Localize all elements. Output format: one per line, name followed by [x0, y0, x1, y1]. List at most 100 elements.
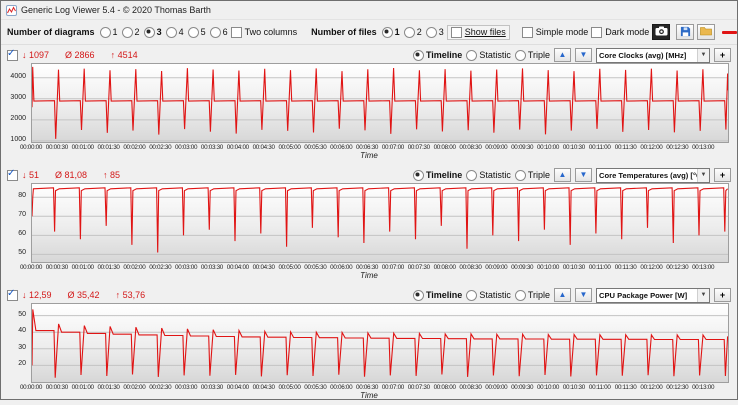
checkbox-box: [7, 168, 18, 181]
x-tick-label: 00:11:00: [588, 144, 611, 151]
series-visible-checkbox[interactable]: [7, 288, 18, 301]
save-floppy-icon: [680, 26, 691, 39]
plot-area[interactable]: [31, 63, 729, 143]
view-timeline-radio[interactable]: Timeline: [412, 169, 463, 181]
diagram-count-radio-1[interactable]: 1: [99, 26, 118, 38]
metric-down-button[interactable]: ▼: [575, 288, 592, 302]
statistic-label: Statistic: [479, 290, 511, 300]
chart-panel-core-clocks: ↓ 1097 Ø 2866 ↑ 4514 Timeline Statistic …: [1, 45, 737, 165]
simple-mode-checkbox[interactable]: Simple mode: [521, 26, 588, 38]
y-tick-label: 2000: [10, 114, 26, 122]
save-button[interactable]: [676, 24, 695, 40]
x-tick-label: 00:10:30: [562, 384, 585, 391]
titlebar: Generic Log Viewer 5.4 - © 2020 Thomas B…: [1, 1, 737, 20]
metric-dropdown[interactable]: Core Clocks (avg) [MHz] ▼: [596, 47, 710, 63]
plot-area[interactable]: [31, 303, 729, 383]
camera-icon: [655, 26, 668, 38]
diagram-count-radio-6[interactable]: 6: [209, 26, 228, 38]
chart-canvas: [32, 187, 728, 255]
x-tick-label: 00:06:00: [330, 144, 353, 151]
view-statistic-radio[interactable]: Statistic: [466, 289, 511, 301]
plot-area[interactable]: [31, 183, 729, 263]
x-tick-label: 00:13:00: [692, 384, 715, 391]
view-timeline-radio[interactable]: Timeline: [412, 49, 463, 61]
radio-dot: [514, 289, 526, 301]
x-axis-title: Time: [360, 151, 378, 160]
radio-dot: [99, 26, 111, 38]
diagram-count-radio-2[interactable]: 2: [121, 26, 140, 38]
x-tick-label: 00:07:30: [407, 384, 430, 391]
metric-dropdown[interactable]: Core Temperatures (avg) [°C] ▼: [596, 167, 710, 183]
timeline-label: Timeline: [425, 50, 463, 60]
show-files-checkbox[interactable]: Show files: [446, 24, 510, 40]
dark-mode-checkbox[interactable]: Dark mode: [591, 26, 650, 38]
file-count-radio-1[interactable]: 1: [381, 26, 400, 38]
x-tick-label: 00:10:30: [562, 144, 585, 151]
add-metric-button[interactable]: +: [714, 288, 731, 302]
diagram-count-radio-group: 1 2 3 4 5 6: [99, 26, 228, 38]
x-tick-label: 00:06:30: [356, 144, 379, 151]
radio-dot: [412, 169, 424, 181]
x-tick-label: 00:00:00: [19, 264, 43, 271]
metric-up-button[interactable]: ▲: [554, 48, 571, 62]
series-visible-checkbox[interactable]: [7, 48, 18, 61]
view-statistic-radio[interactable]: Statistic: [466, 169, 511, 181]
diagram-count-radio-4[interactable]: 4: [165, 26, 184, 38]
x-tick-label: 00:10:00: [536, 384, 560, 391]
x-tick-label: 00:03:00: [175, 144, 198, 151]
radio-dot: [466, 169, 478, 181]
x-tick-label: 00:07:30: [407, 144, 430, 151]
x-tick-label: 00:05:00: [278, 144, 301, 151]
file-count-radio-3[interactable]: 3: [425, 26, 444, 38]
diagram-count-radio-3[interactable]: 3: [143, 26, 162, 38]
x-tick-label: 00:08:00: [433, 264, 456, 271]
radio-dot: [143, 26, 155, 38]
x-axis: 00:00:00 00:00:30 00:01:00 00:01:30 00:02:00…: [20, 383, 729, 391]
checkbox-box: [7, 48, 18, 61]
x-tick-label: 00:09:00: [485, 264, 508, 271]
radio-dot: [412, 289, 424, 301]
diagram-count-label: 6: [222, 27, 228, 37]
metric-dropdown-value: Core Clocks (avg) [MHz]: [599, 50, 687, 60]
y-tick-label: 60: [18, 230, 26, 238]
x-axis: 00:00:00 00:00:30 00:01:00 00:01:30 00:02:00…: [20, 263, 729, 271]
x-tick-label: 00:08:30: [459, 264, 482, 271]
chart-canvas: [32, 66, 728, 142]
add-metric-button[interactable]: +: [714, 48, 731, 62]
view-triple-radio[interactable]: Triple: [514, 49, 550, 61]
view-triple-radio[interactable]: Triple: [514, 289, 550, 301]
file-count-radio-2[interactable]: 2: [403, 26, 422, 38]
line-color-swatch[interactable]: [721, 30, 738, 34]
x-tick-label: 00:09:30: [511, 264, 534, 271]
timeline-label: Timeline: [425, 170, 463, 180]
metric-up-button[interactable]: ▲: [554, 288, 571, 302]
x-tick-label: 00:04:00: [226, 264, 249, 271]
x-tick-label: 00:12:00: [640, 384, 663, 391]
metric-down-button[interactable]: ▼: [575, 168, 592, 182]
screenshot-button[interactable]: [652, 24, 671, 40]
open-button[interactable]: [697, 24, 716, 40]
stat-min: ↓ 12,59: [22, 290, 52, 300]
add-metric-button[interactable]: +: [714, 168, 731, 182]
series-visible-checkbox[interactable]: [7, 168, 18, 181]
x-tick-label: 00:11:00: [588, 264, 611, 271]
x-tick-label: 00:03:30: [200, 264, 224, 271]
two-columns-checkbox[interactable]: Two columns: [230, 26, 297, 38]
number-of-diagrams-label: Number of diagrams: [7, 27, 95, 37]
x-tick-label: 00:07:30: [407, 264, 430, 271]
metric-down-button[interactable]: ▼: [575, 48, 592, 62]
series-line: [32, 187, 728, 253]
x-tick-label: 00:06:00: [330, 264, 353, 271]
x-tick-label: 00:12:00: [640, 144, 663, 151]
dark-mode-label: Dark mode: [605, 27, 650, 37]
view-statistic-radio[interactable]: Statistic: [466, 49, 511, 61]
x-tick-label: 00:09:30: [511, 384, 534, 391]
metric-dropdown[interactable]: CPU Package Power [W] ▼: [596, 287, 710, 303]
view-timeline-radio[interactable]: Timeline: [412, 289, 462, 301]
x-tick-label: 00:09:30: [511, 144, 534, 151]
triple-label: Triple: [527, 290, 550, 300]
view-triple-radio[interactable]: Triple: [514, 169, 550, 181]
diagram-count-radio-5[interactable]: 5: [187, 26, 206, 38]
x-tick-label: 00:08:30: [459, 384, 482, 391]
metric-up-button[interactable]: ▲: [554, 168, 571, 182]
